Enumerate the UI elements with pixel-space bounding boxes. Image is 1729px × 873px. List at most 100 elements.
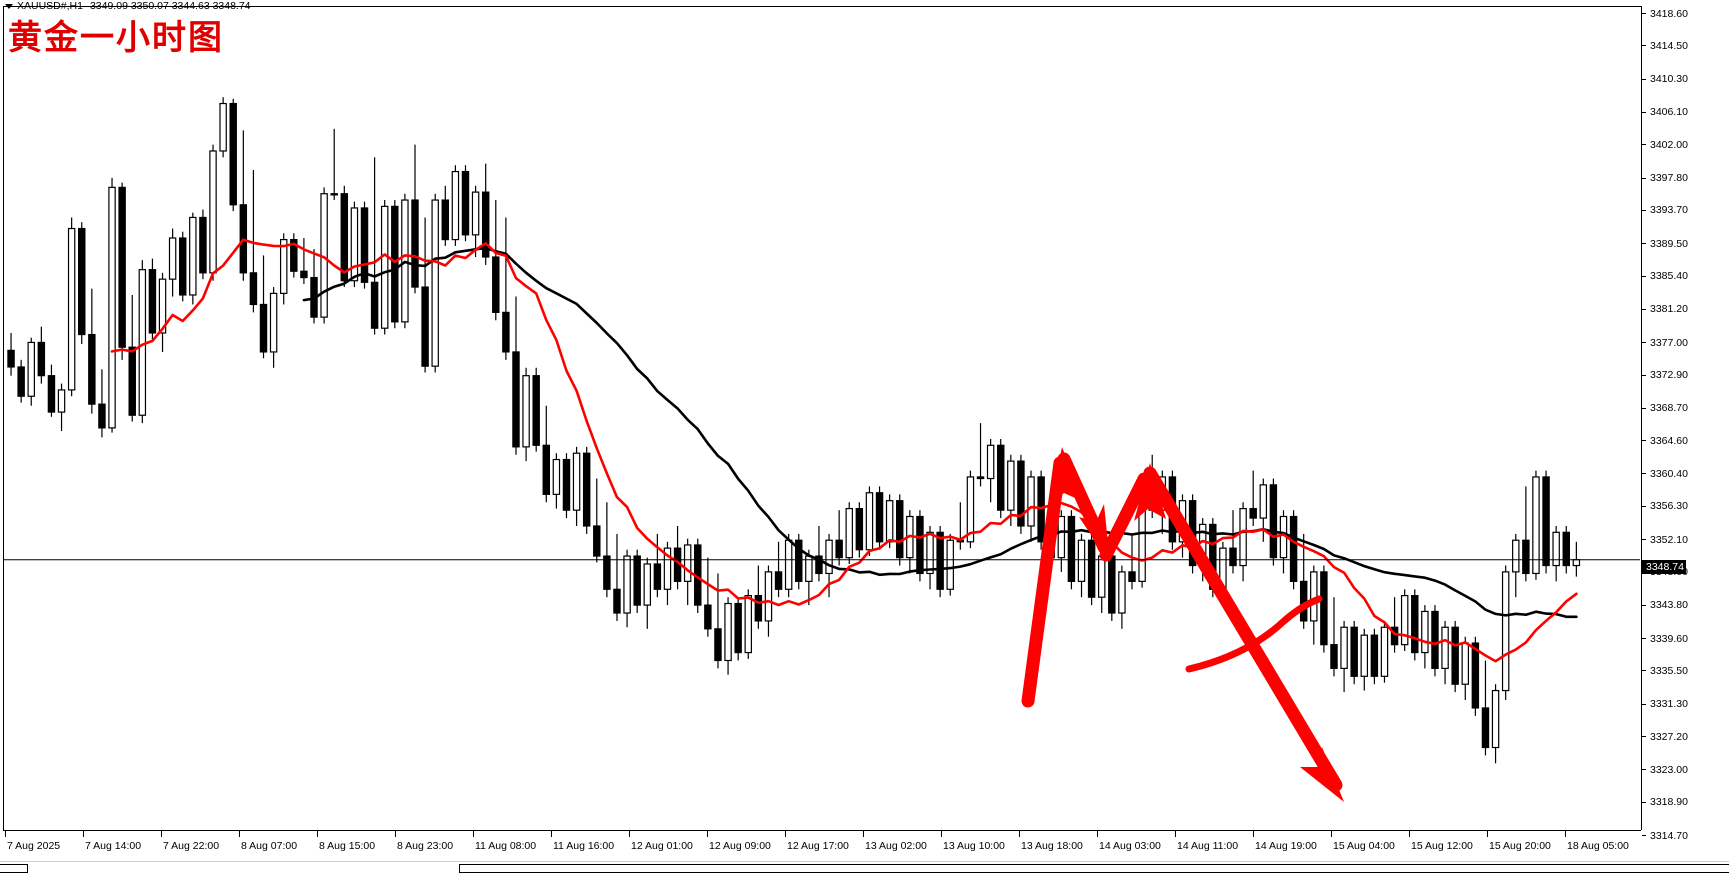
time-tick-label: 13 Aug 02:00 xyxy=(865,840,927,852)
price-tick-label: 3372.90 xyxy=(1650,369,1688,382)
candle-body-bearish xyxy=(582,452,591,527)
time-tick-label: 14 Aug 11:00 xyxy=(1177,840,1239,852)
candle-body-bullish xyxy=(1380,626,1389,677)
time-axis-tick xyxy=(1409,831,1410,837)
candle-body-bearish xyxy=(1390,626,1399,646)
time-axis-tick xyxy=(1331,831,1332,837)
candle-body-bearish xyxy=(734,602,742,654)
candle-body-bearish xyxy=(370,281,379,329)
price-tick-label: 3414.50 xyxy=(1650,39,1688,52)
price-axis-tick: 3352.10 xyxy=(1642,533,1688,546)
price-tick-label: 3327.20 xyxy=(1650,730,1688,743)
tick-dash xyxy=(1642,769,1646,771)
candle-body-bullish xyxy=(1118,571,1126,614)
candle-body-bearish xyxy=(1269,484,1278,559)
price-axis-tick: 3314.70 xyxy=(1642,830,1688,842)
candle-body-bullish xyxy=(1532,476,1540,575)
time-tick-label: 13 Aug 18:00 xyxy=(1021,840,1083,852)
candle-body-bullish xyxy=(209,150,217,274)
candle-body-bearish xyxy=(613,588,621,614)
candle-body-bearish xyxy=(754,595,763,622)
taskbar-left-panel[interactable] xyxy=(0,864,28,873)
candle-body-bearish xyxy=(199,216,207,274)
candle-body-bearish xyxy=(1087,539,1096,598)
candle-body-bearish xyxy=(512,351,520,448)
price-axis-tick: 3331.30 xyxy=(1642,698,1688,711)
candle-body-bullish xyxy=(1400,595,1409,646)
candle-body-bearish xyxy=(1370,634,1379,677)
candle-body-bearish xyxy=(532,375,540,446)
tick-dash xyxy=(1642,407,1646,409)
candle-body-bullish xyxy=(744,595,752,654)
candle-body-bullish xyxy=(431,199,439,367)
candle-body-bearish xyxy=(1067,515,1076,582)
taskbar-right-panel[interactable] xyxy=(459,864,1729,873)
candle-body-bullish xyxy=(471,191,480,236)
price-tick-label: 3318.90 xyxy=(1650,796,1688,809)
candle-body-bearish xyxy=(360,207,369,283)
time-axis-tick xyxy=(863,831,864,837)
ma-slow-line xyxy=(302,246,1578,619)
price-axis-tick: 3414.50 xyxy=(1642,39,1688,52)
time-axis[interactable]: 7 Aug 2025 7 Aug 14:00 7 Aug 22:00 8 Aug 07… xyxy=(3,830,1641,860)
tick-dash xyxy=(1642,243,1646,245)
candle-body-bearish xyxy=(98,403,106,429)
tick-dash xyxy=(1642,144,1646,146)
current-price-label: 3348.74 xyxy=(1646,560,1684,573)
tick-dash xyxy=(1642,209,1646,211)
candle-body-bearish xyxy=(916,515,924,575)
candle-body-bearish xyxy=(1431,610,1439,669)
candle-body-bearish xyxy=(1411,595,1419,654)
candle-body-bearish xyxy=(300,270,308,279)
time-axis-tick xyxy=(1097,831,1098,837)
candle-body-bearish xyxy=(128,346,136,416)
time-tick-label: 13 Aug 10:00 xyxy=(943,840,1005,852)
candle-body-bullish xyxy=(1057,515,1066,559)
time-tick-label: 8 Aug 15:00 xyxy=(319,840,376,852)
time-axis-tick xyxy=(1487,831,1488,837)
chart-plot-area[interactable] xyxy=(4,7,1640,829)
candle-body-bearish xyxy=(17,366,25,397)
candle-body-bearish xyxy=(1481,707,1490,749)
price-tick-label: 3368.70 xyxy=(1650,402,1688,415)
time-tick-label: 7 Aug 14:00 xyxy=(85,840,142,852)
price-axis-tick: 3377.00 xyxy=(1642,337,1688,349)
time-tick-label: 12 Aug 17:00 xyxy=(787,840,849,852)
candle-body-bearish xyxy=(411,199,419,288)
price-axis-tick: 3360.40 xyxy=(1642,467,1688,480)
price-tick-label: 3335.50 xyxy=(1650,664,1688,677)
price-tick-label: 3360.40 xyxy=(1650,467,1688,480)
tick-dash xyxy=(1642,342,1646,344)
price-tick-label: 3352.10 xyxy=(1650,533,1688,546)
candle-body-bearish xyxy=(936,531,944,590)
time-axis-tick xyxy=(551,831,552,837)
candle-body-bullish xyxy=(1501,571,1510,692)
candle-body-bearish xyxy=(391,205,399,323)
time-axis-tick xyxy=(161,831,162,837)
price-tick-label: 3364.60 xyxy=(1650,434,1688,447)
bullish-arrow-2-head xyxy=(1134,463,1166,521)
candle-body-bearish xyxy=(542,444,551,495)
candle-body-bullish xyxy=(724,602,732,662)
candle-body-bearish xyxy=(603,555,611,590)
candle-body-bullish xyxy=(108,186,116,429)
candle-body-bullish xyxy=(350,207,359,282)
time-tick-label: 11 Aug 16:00 xyxy=(553,840,615,852)
price-axis[interactable]: 3418.60 3414.50 3410.30 3406.10 3402.00 3397.… xyxy=(1641,6,1729,842)
candle-body-bearish xyxy=(1289,515,1298,582)
candle-body-bearish xyxy=(118,186,126,348)
time-axis-tick xyxy=(785,831,786,837)
time-tick-label: 8 Aug 07:00 xyxy=(241,840,298,852)
candle-body-bullish xyxy=(623,555,631,614)
candle-body-bearish xyxy=(976,476,985,480)
chart-frame xyxy=(3,6,1641,830)
candle-body-bearish xyxy=(178,237,187,296)
candle-body-bearish xyxy=(1451,626,1459,685)
price-tick-label: 3343.80 xyxy=(1650,599,1688,612)
candle-body-bearish xyxy=(896,500,904,559)
price-axis-tick: 3323.00 xyxy=(1642,764,1688,776)
candle-body-bearish xyxy=(37,341,46,377)
candle-body-bullish xyxy=(926,531,934,575)
candle-body-bullish xyxy=(269,292,278,353)
price-tick-label: 3331.30 xyxy=(1650,698,1688,711)
